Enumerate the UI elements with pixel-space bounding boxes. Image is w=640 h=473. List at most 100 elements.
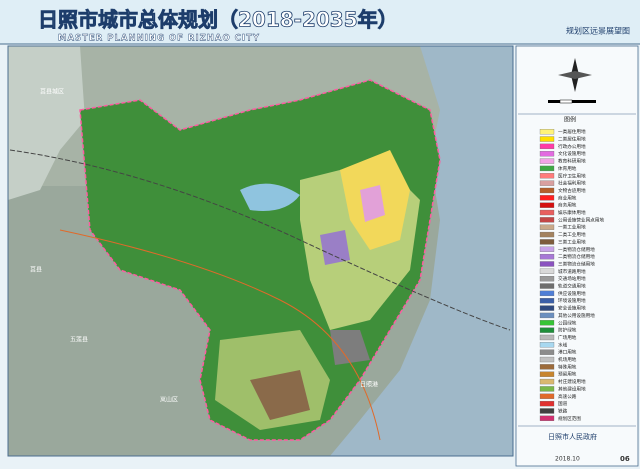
urban-education: [360, 185, 385, 222]
place-label: 五莲县: [70, 336, 88, 344]
legend-swatch: [539, 261, 555, 267]
legend-label: 供应设施用地: [558, 290, 586, 297]
legend-swatch: [539, 136, 555, 142]
legend-label: 城市道路用地: [558, 268, 586, 275]
legend-label: 医疗卫生用地: [558, 172, 586, 179]
legend-swatch: [539, 371, 555, 377]
legend-swatch: [539, 209, 555, 216]
legend-swatch: [539, 239, 555, 245]
legend-swatch: [539, 224, 555, 230]
legend-label: 一类物流仓储用地: [558, 246, 595, 253]
legend-title: 图例: [564, 116, 576, 124]
place-label: 莒县城区: [40, 88, 64, 96]
scale-segment: [572, 100, 596, 103]
legend-label: 公用设施营业网点用地: [558, 216, 604, 223]
legend-swatch: [539, 378, 555, 385]
legend-swatch: [539, 143, 555, 150]
legend-label: 交通场站用地: [558, 275, 586, 282]
legend-swatch: [539, 400, 555, 407]
compass-needle: [558, 71, 592, 79]
legend-label: 二类工业用地: [558, 231, 586, 238]
subtitle: MASTER PLANNING OF RIZHAO CITY: [58, 34, 260, 44]
plain: [8, 46, 85, 200]
legend-swatch: [539, 195, 555, 201]
legend-swatch: [539, 276, 555, 282]
legend-label: 国道: [558, 400, 568, 407]
legend-label: 体育用地: [558, 165, 577, 172]
legend-label: 广场用地: [558, 334, 577, 341]
scale-segment: [559, 99, 573, 104]
legend-label: 轨道交通用地: [558, 283, 586, 290]
organization: 日照市人民政府: [548, 432, 597, 441]
legend-label: 一类工业用地: [558, 224, 586, 231]
logistics: [320, 230, 350, 265]
legend-swatch: [539, 342, 555, 348]
legend-label: 村庄建设用地: [558, 378, 586, 385]
legend-swatch: [539, 129, 555, 135]
legend-swatch: [539, 393, 555, 399]
legend-swatch: [539, 290, 555, 297]
panel-title: 规划区远景展望图: [566, 26, 630, 36]
legend-swatch: [539, 312, 555, 319]
legend-swatch: [539, 158, 555, 164]
legend-label: 环境设施用地: [558, 297, 586, 304]
scale-bar: [548, 99, 596, 104]
legend-swatch: [539, 320, 555, 326]
legend-label: 其他建设用地: [558, 385, 586, 392]
legend-swatch: [539, 246, 555, 252]
legend-label: 文物古迹用地: [558, 187, 586, 194]
legend: 一类居住用地二类居住用地行政办公用地文化设施用地教育科研用地体育用地医疗卫生用地…: [539, 128, 604, 422]
legend-swatch: [539, 231, 555, 238]
legend-label: 特殊用地: [558, 363, 577, 370]
legend-swatch: [539, 165, 555, 172]
legend-label: 公园绿地: [558, 319, 577, 326]
highway: [59, 229, 381, 441]
place-label: 莒县: [30, 266, 42, 274]
legend-swatch: [539, 180, 555, 186]
title: 日照市城市总体规划（2018-2035年）: [38, 8, 398, 32]
map: 莒县城区 五莲县 莒县 日照港 岚山区: [7, 45, 514, 457]
legend-swatch: [539, 202, 555, 208]
legend-label: 文化设施用地: [558, 150, 586, 157]
legend-swatch: [539, 305, 555, 311]
sea: [330, 46, 513, 456]
legend-label: 高速公路: [558, 393, 577, 400]
legend-swatch: [539, 217, 555, 223]
legend-swatch: [539, 349, 555, 355]
header: [0, 0, 640, 44]
legend-label: 行政办公用地: [558, 143, 586, 150]
legend-label: 其他公用设施用地: [558, 312, 595, 319]
legend-label: 规划区范围: [558, 415, 581, 422]
place-label: 日照港: [360, 381, 378, 389]
legend-swatch: [539, 268, 555, 274]
legend-label: 娱乐康体用地: [558, 209, 586, 216]
compass: [558, 58, 592, 92]
legend-label: 商务用地: [558, 202, 577, 209]
legend-swatch: [539, 327, 555, 333]
place-label: 岚山区: [160, 396, 178, 404]
reservoir: [240, 183, 300, 211]
legend-label: 一类居住用地: [558, 128, 586, 135]
map-frame: [7, 45, 514, 457]
legend-label: 水域: [558, 341, 568, 348]
legend-swatch: [539, 151, 555, 157]
legend-swatch: [539, 253, 555, 260]
railway: [9, 149, 511, 331]
legend-swatch: [539, 283, 555, 289]
legend-label: 港口用地: [558, 349, 577, 356]
legend-swatch: [539, 334, 555, 341]
legend-swatch: [539, 408, 555, 414]
legend-label: 二类居住用地: [558, 136, 586, 143]
legend-label: 机场用地: [558, 356, 577, 363]
legend-label: 教育科研用地: [558, 158, 586, 165]
legend-swatch: [539, 173, 555, 179]
legend-label: 商业用地: [558, 194, 577, 201]
legend-label: 三类物流仓储用地: [558, 260, 595, 267]
legend-swatch: [539, 364, 555, 370]
legend-label: 防护绿地: [558, 327, 577, 334]
legend-swatch: [539, 356, 555, 363]
legend-swatch: [539, 415, 555, 421]
legend-label: 预留用地: [558, 371, 577, 378]
port: [330, 330, 370, 365]
